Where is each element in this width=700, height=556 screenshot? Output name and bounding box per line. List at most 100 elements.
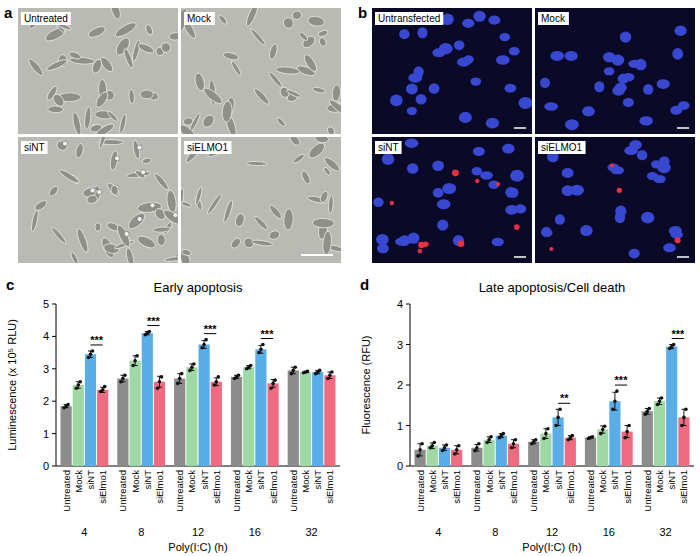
cell [166,190,178,213]
stain-spot [475,179,479,183]
y-tick-label: 1 [397,420,403,432]
nucleus [473,11,485,22]
replicate-point [475,446,479,450]
nucleus [433,188,444,198]
bar [268,383,279,466]
image-label: Untransfected [378,13,440,24]
nucleus [373,198,383,207]
cell [115,223,133,248]
chart-title: Early apoptosis [154,280,243,295]
bar-label: Untreated [117,470,128,512]
round-cell [137,145,142,150]
cell [234,213,246,228]
replicate-point [188,369,192,373]
micrograph [18,8,178,134]
x-axis-title: Poly(I:C) (h) [168,541,227,553]
y-tick [406,385,410,386]
cell [230,60,243,77]
round-cell [173,213,178,218]
micrograph [535,137,695,263]
nucleus [486,118,499,129]
y-tick-label: 2 [397,379,403,391]
cell [75,227,90,253]
nucleus [615,212,625,224]
image-background [372,8,532,134]
nucleus [429,83,440,94]
replicate-point [204,338,208,342]
bar-label: siNT [255,470,266,490]
nucleus [623,98,634,107]
stain-spot [549,247,553,251]
nucleus [565,119,579,130]
cell [288,137,301,147]
y-tick-label: 0 [43,460,49,472]
cell [332,84,341,101]
replicate-point [418,448,422,452]
cell [75,143,85,159]
cell [86,194,98,205]
y-axis-title: Luminescence (x 10⁵ RLU) [6,319,18,451]
image-label: siELMO1 [187,142,229,153]
replicate-point [259,348,263,352]
replicate-point [558,408,562,412]
replicate-point [556,416,560,420]
nucleus [492,238,504,246]
nucleus [437,220,448,231]
cell [142,157,152,164]
nucleus [472,167,482,175]
cell [267,71,283,89]
y-tick-label: 2 [43,395,49,407]
round-cell [97,189,102,194]
y-tick-label: 1 [43,428,49,440]
nucleus [565,51,578,61]
nucleus [541,227,552,237]
bar [528,442,539,466]
cell [318,37,327,47]
cell [51,92,66,108]
nucleus [509,47,520,56]
cell [319,190,330,203]
x-tick-label: 12 [192,526,204,538]
x-tick-label: 32 [305,526,317,538]
nucleus [437,199,451,209]
bar-label: Mock [243,470,254,493]
image-label: siNT [24,142,45,153]
bar [585,438,596,466]
nucleus [376,234,389,245]
replicate-point [217,375,221,379]
bar-label: siNT [199,470,210,490]
round-cell [104,137,109,138]
bar-label: Mock [484,470,495,493]
y-tick [52,336,56,337]
nucleus [382,153,394,165]
bar-label: siElmo1 [678,470,689,504]
nucleus [643,84,653,95]
replicate-point [269,386,273,390]
cell [48,106,64,113]
replicate-point [91,349,95,353]
replicate-point [627,424,631,428]
cell [106,110,118,123]
image-background [372,137,532,263]
cell [153,172,170,191]
y-tick-label: 3 [43,363,49,375]
bar-label: siElmo1 [622,470,633,504]
cell [202,86,225,106]
cell [317,29,328,37]
bar [130,361,141,466]
cell [300,170,312,186]
nucleus [607,164,619,172]
replicate-point [119,380,123,384]
bar-label: siNT [312,470,323,490]
nucleus [505,187,516,198]
bar-label: siElmo1 [451,470,462,504]
chart-title: Late apoptosis/Cell death [479,280,626,295]
stain-spot [675,237,681,243]
nucleus [406,83,418,94]
cell [223,51,240,61]
nucleus [669,226,682,236]
nucleus [639,116,653,125]
cell [137,42,155,55]
image-label: siNT [378,142,399,153]
micrograph [181,137,341,263]
